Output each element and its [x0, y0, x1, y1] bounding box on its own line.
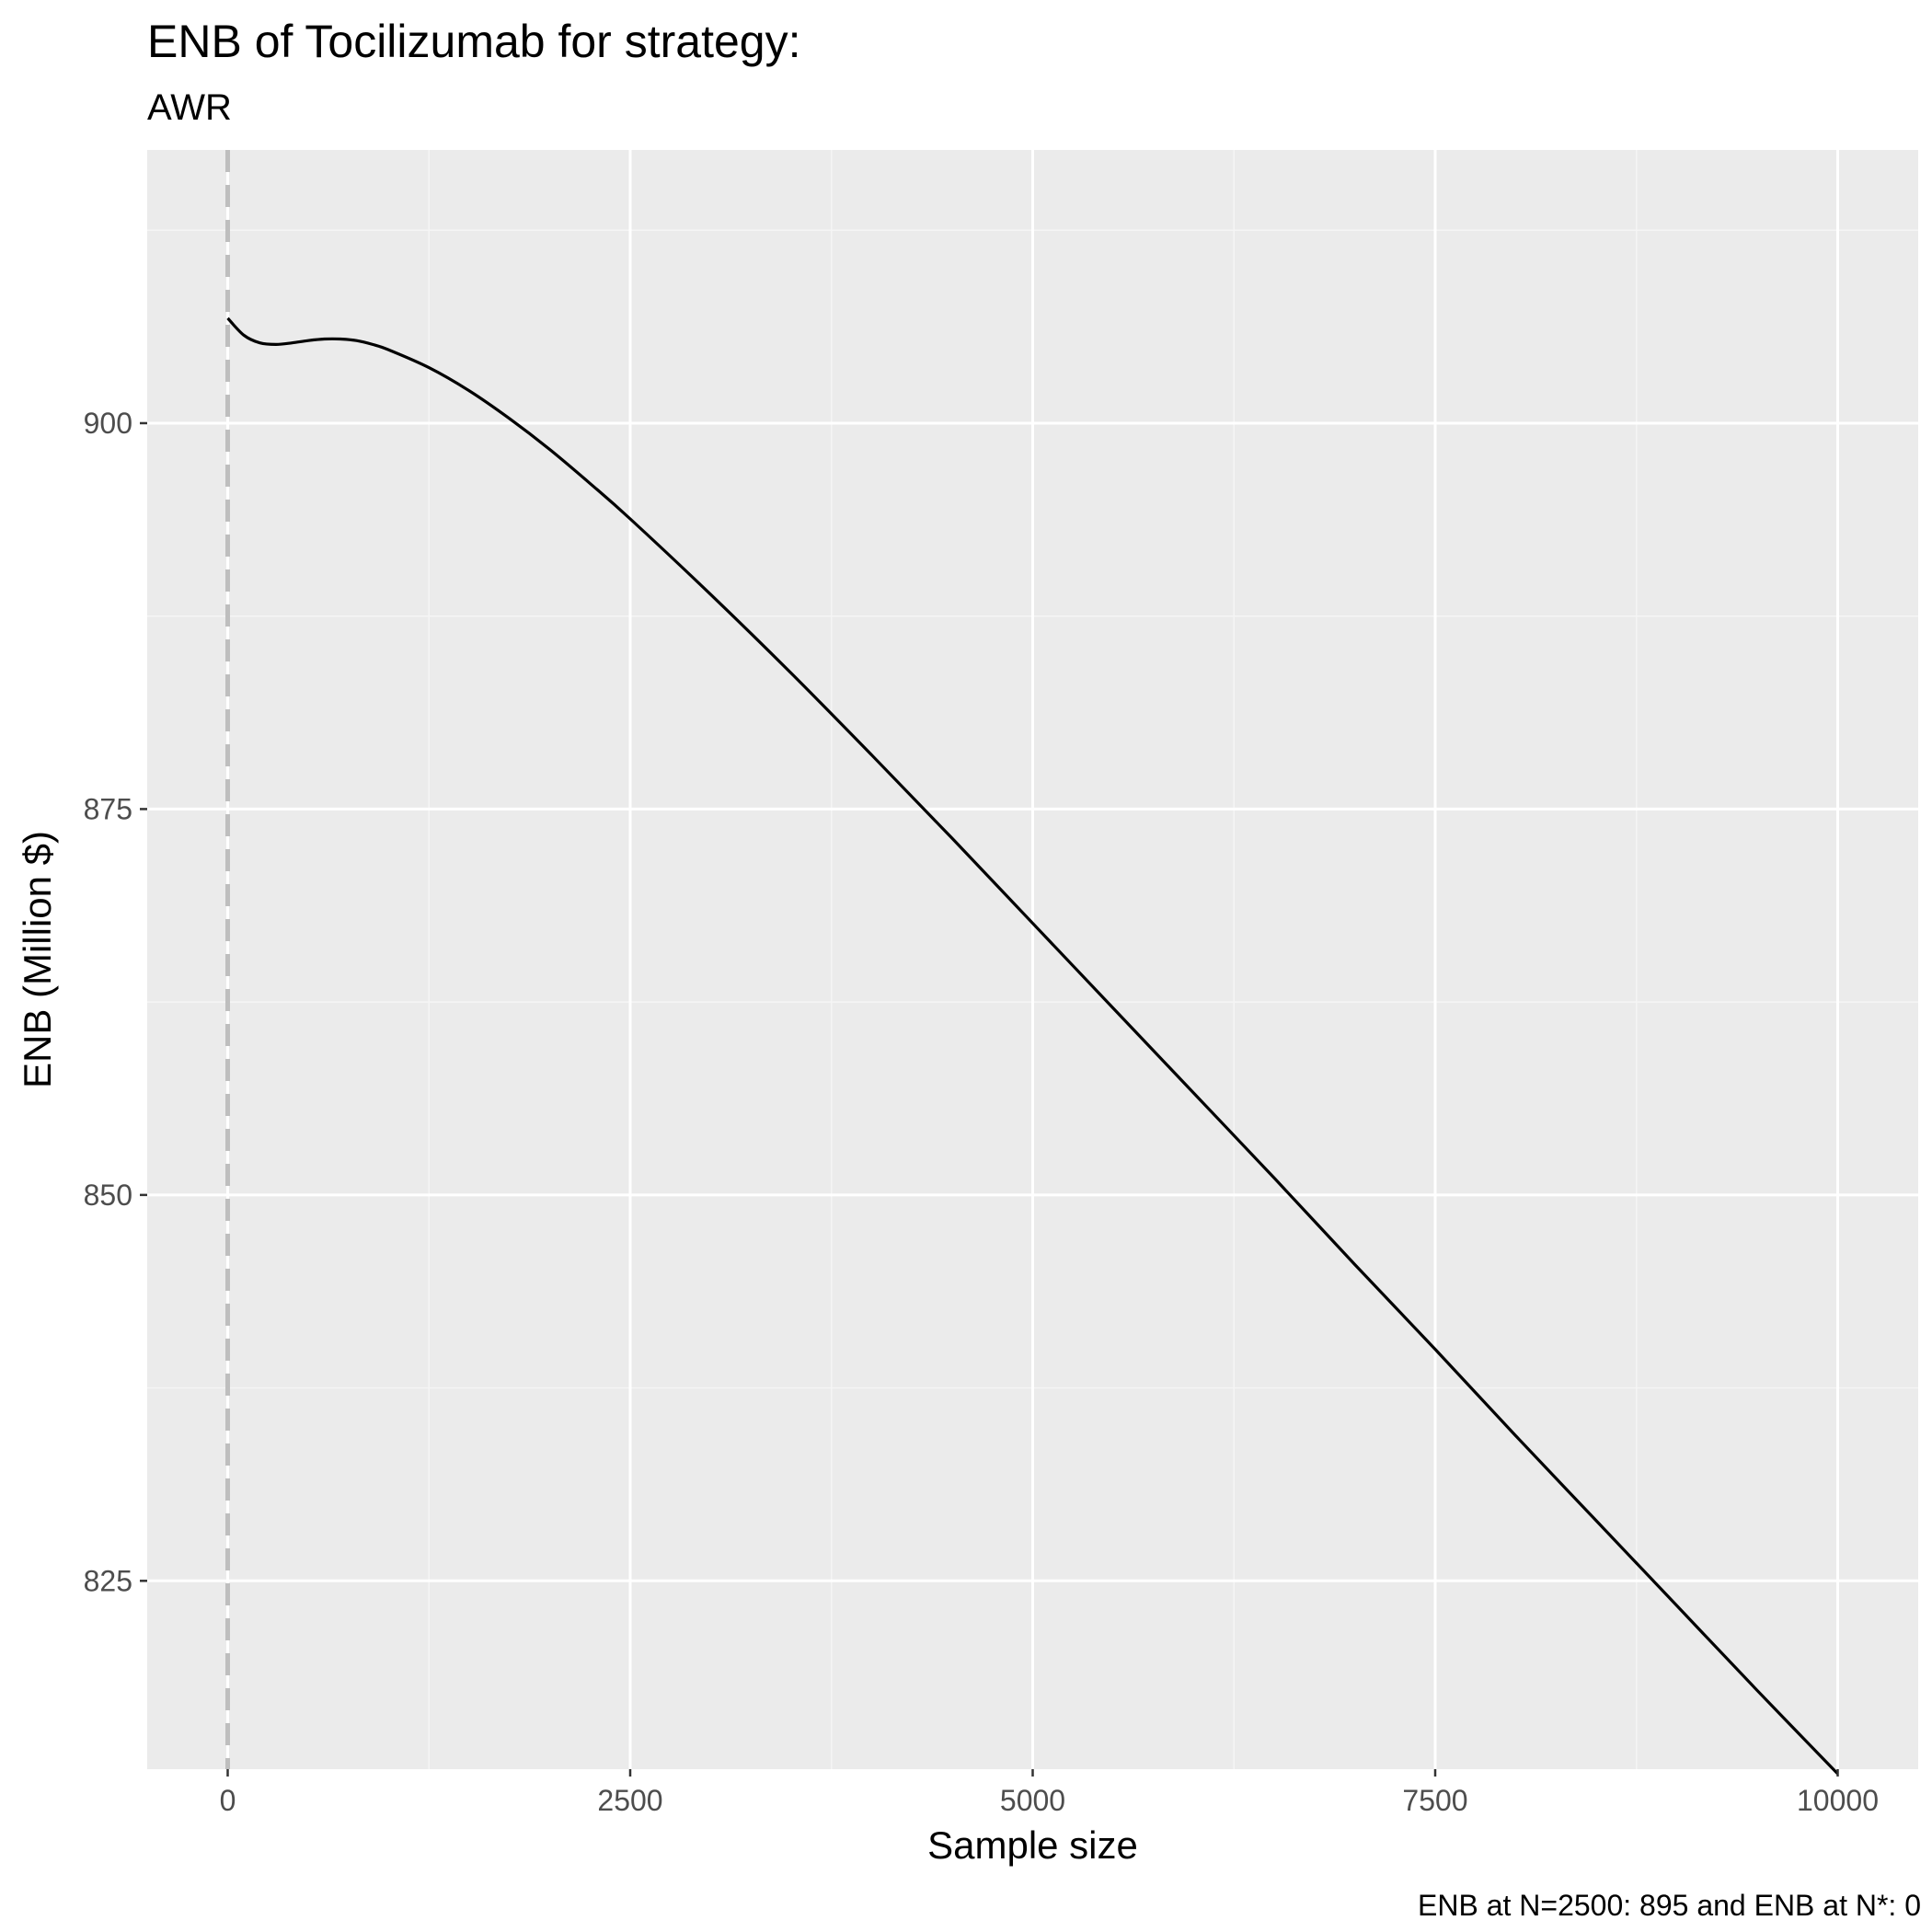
series-line — [226, 316, 1839, 1776]
chart-title: ENB of Tocilizumab for strategy: — [147, 16, 800, 67]
x-tick-label: 0 — [220, 1784, 236, 1817]
major-gridlines — [147, 150, 1918, 1769]
x-tick-label: 2500 — [597, 1784, 662, 1817]
y-tick-label: 850 — [84, 1179, 132, 1212]
x-axis-title: Sample size — [927, 1823, 1138, 1867]
x-tick-label: 5000 — [1000, 1784, 1065, 1817]
chart-subtitle: AWR — [147, 87, 232, 128]
y-tick-label: 900 — [84, 407, 132, 440]
y-axis-title: ENB (Million $) — [16, 831, 59, 1088]
x-tick-label: 10000 — [1797, 1784, 1879, 1817]
y-tick-label: 825 — [84, 1564, 132, 1597]
chart-caption: ENB at N=2500: 895 and ENB at N*: 0 — [1418, 1889, 1921, 1922]
y-axis: 825 850 875 900 — [84, 407, 147, 1597]
x-axis: 0 2500 5000 7500 10000 — [220, 1769, 1879, 1817]
series-layer — [226, 316, 1839, 1776]
y-tick-label: 875 — [84, 792, 132, 825]
x-tick-label: 7500 — [1402, 1784, 1467, 1817]
